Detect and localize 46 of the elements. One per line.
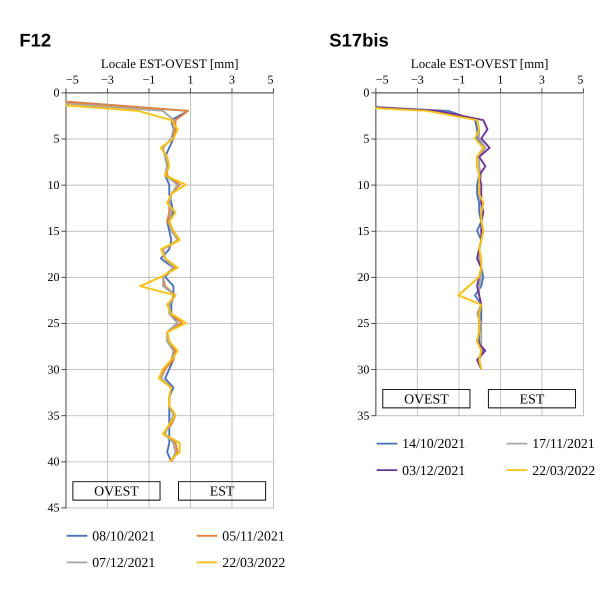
x-tick-label: 1 <box>497 72 504 87</box>
legend-label: 03/12/2021 <box>402 462 466 478</box>
x-tick-label: 5 <box>577 72 584 87</box>
y-tick-label: 35 <box>357 408 370 422</box>
y-tick-label: 0 <box>53 86 60 100</box>
y-tick-label: 0 <box>363 86 370 100</box>
y-tick-label: 25 <box>357 316 370 330</box>
legend-label: 08/10/2021 <box>92 528 156 544</box>
annotation: OVEST <box>94 484 140 499</box>
x-tick-label: 5 <box>267 72 274 87</box>
y-tick-label: 20 <box>357 270 370 284</box>
y-tick-label: 30 <box>48 362 60 376</box>
legend-label: 07/12/2021 <box>92 554 156 570</box>
y-tick-label: 15 <box>48 224 60 238</box>
x-tick-label: −1 <box>452 72 466 87</box>
x-tick-label: 1 <box>187 72 194 87</box>
y-tick-label: 5 <box>53 132 60 146</box>
y-tick-label: 10 <box>48 178 60 192</box>
chart-title: F12 <box>19 29 52 50</box>
x-tick-label: −3 <box>410 72 424 87</box>
chart-title: S17bis <box>329 29 389 50</box>
x-tick-label: −5 <box>66 72 79 87</box>
y-tick-label: 10 <box>357 178 370 192</box>
legend-label: 17/11/2021 <box>532 436 595 452</box>
x-tick-label: −5 <box>376 72 389 87</box>
annotation: EST <box>210 484 235 499</box>
x-tick-label: 3 <box>228 72 235 87</box>
x-tick-label: −1 <box>142 72 156 87</box>
legend-label: 22/03/2022 <box>222 554 286 570</box>
y-tick-label: 30 <box>357 362 370 376</box>
x-axis-title: Locale EST-OVEST [mm] <box>100 56 239 71</box>
y-tick-label: 15 <box>357 224 370 238</box>
annotation: OVEST <box>404 391 450 406</box>
legend-label: 05/11/2021 <box>222 528 285 544</box>
y-tick-label: 40 <box>48 454 60 469</box>
y-tick-label: 25 <box>48 316 60 330</box>
y-tick-label: 45 <box>48 500 60 515</box>
x-axis-title: Locale EST-OVEST [mm] <box>410 56 548 71</box>
x-tick-label: 3 <box>538 72 545 87</box>
y-tick-label: 35 <box>48 408 60 422</box>
annotation: EST <box>520 391 545 406</box>
legend-label: 14/10/2021 <box>402 436 466 452</box>
y-tick-label: 20 <box>48 270 60 284</box>
y-tick-label: 5 <box>363 132 370 146</box>
x-tick-label: −3 <box>101 72 114 87</box>
legend-label: 22/03/2022 <box>532 462 596 478</box>
